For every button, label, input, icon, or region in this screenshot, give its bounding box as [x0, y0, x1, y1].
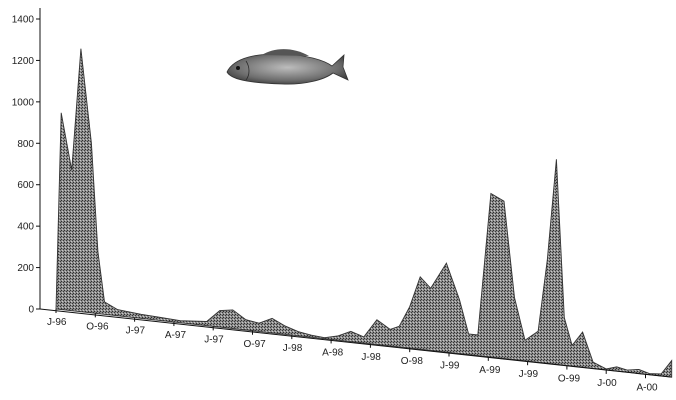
y-tick-label: 1200 [12, 56, 35, 67]
x-tick-label: J-98 [283, 343, 303, 354]
x-tick-label: J-96 [47, 317, 67, 328]
x-tick-label: A-98 [322, 347, 344, 358]
y-tick-label: 200 [17, 263, 34, 274]
y-axis-ticks: 0 200 400 600 800 1000 1200 1400 [12, 15, 40, 316]
x-tick-label: A-99 [479, 365, 501, 376]
fish-gill [245, 60, 250, 81]
fish-illustration [226, 49, 349, 85]
fish-eye [236, 66, 240, 70]
y-tick-label: 1400 [12, 15, 35, 26]
x-tick-label: O-98 [401, 356, 424, 367]
x-tick-label: J-98 [361, 352, 381, 363]
y-tick-label: 1000 [12, 97, 35, 108]
fish-body [226, 53, 349, 85]
x-tick-label: J-99 [519, 369, 539, 380]
x-tick-label: J-97 [204, 334, 224, 345]
y-tick-label: 0 [28, 305, 34, 316]
series-area-0 [55, 48, 673, 378]
x-tick-label: O-96 [86, 321, 109, 332]
x-tick-label: A-00 [637, 382, 659, 393]
x-tick-label: O-99 [558, 374, 581, 385]
y-tick-label: 400 [17, 222, 34, 233]
x-tick-label: J-00 [597, 378, 617, 389]
x-tick-label: J-97 [126, 326, 146, 337]
y-tick-label: 600 [17, 180, 34, 191]
x-axis-ticks: J-96 O-96 J-97 A-97 J-97 O-97 J-98 A-98 J-98 O-98… [47, 309, 658, 393]
fish-dorsal-fin [262, 49, 309, 56]
x-tick-label: A-97 [165, 330, 187, 341]
x-tick-label: O-97 [244, 339, 267, 350]
y-tick-label: 800 [17, 139, 34, 150]
x-tick-label: J-99 [440, 361, 460, 372]
